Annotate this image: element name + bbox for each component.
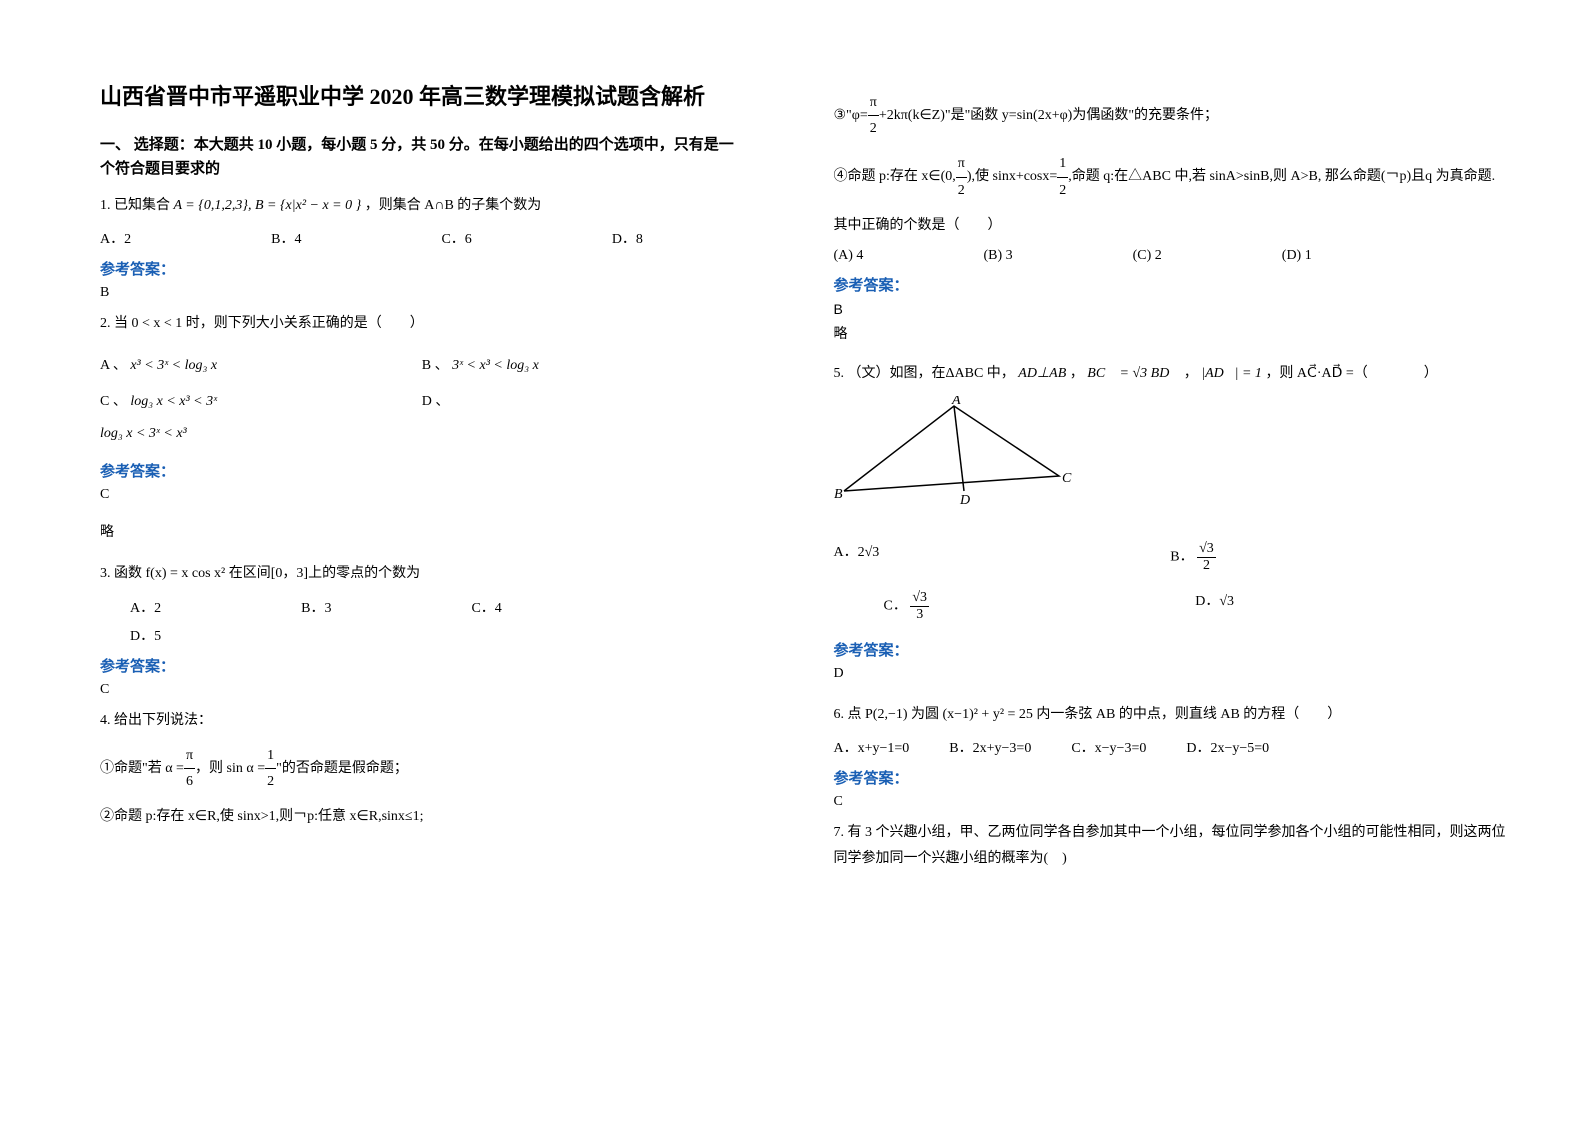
q4-line3: ③"φ=π2+2kπ(k∈Z)"是"函数 y=sin(2x+φ)为偶函数"的充要…	[834, 90, 1508, 141]
q4-frac-pi2: π2	[868, 90, 879, 141]
q3-answer: C	[100, 682, 744, 698]
q5-opt-d: D．√3	[1195, 590, 1507, 623]
q5-opt-b-label: B．	[1170, 550, 1193, 565]
q1-suffix: ，则集合 A∩B 的子集个数为	[365, 198, 542, 213]
question-7: 7. 有 3 个兴趣小组，甲、乙两位同学各自参加其中一个小组，每位同学参加各个小…	[834, 820, 1508, 870]
q1-answer-label: 参考答案：	[100, 258, 744, 279]
q4-frac-12: 12	[265, 743, 276, 794]
q5-f2: BC⃗ = √3 BD⃗	[1087, 366, 1180, 381]
triangle-label-a: A	[951, 396, 961, 408]
q1-opt-d: D．8	[612, 228, 643, 248]
q4-frac-pi2b: π2	[956, 151, 967, 202]
q2-opt-b: 3ˣ < x³ < log₃ x	[452, 358, 539, 373]
q5-triangle-diagram: A B C D	[834, 396, 1508, 511]
q4-frac-12b: 12	[1057, 151, 1068, 202]
section-1-header: 一、 选择题：本大题共 10 小题，每小题 5 分，共 50 分。在每小题给出的…	[100, 133, 744, 181]
triangle-label-c: C	[1062, 471, 1072, 486]
q1-opt-c: C．6	[441, 228, 471, 248]
q4-line4: ④命题 p:存在 x∈(0,π2),使 sinx+cosx=12,命题 q:在△…	[834, 151, 1508, 202]
q2-opt-b-label: B 、	[422, 358, 449, 373]
q4-line1: ①命题"若 α =π6，则 sin α =12"的否命题是假命题；	[100, 743, 744, 794]
q5-answer-label: 参考答案：	[834, 639, 1508, 660]
q1-opt-a: A．2	[100, 228, 131, 248]
q4-correct: 其中正确的个数是（ ）	[834, 213, 1508, 238]
q2-opt-c-label: C 、	[100, 394, 127, 409]
q3-opt-a: A．2	[130, 597, 161, 617]
q1-prefix: 1. 已知集合	[100, 198, 170, 213]
triangle-label-b: B	[834, 487, 843, 502]
q2-opt-a: x³ < 3ˣ < log₃ x	[130, 358, 217, 373]
q4-answer-label: 参考答案：	[834, 274, 1508, 295]
q4-l1-post: "的否命题是假命题；	[276, 761, 408, 776]
q2-note: 略	[100, 521, 744, 541]
q3-text: 3. 函数 f(x) = x cos x² 在区间[0，3]上的零点的个数为	[100, 566, 420, 581]
q6-options: A．x+y−1=0 B．2x+y−3=0 C．x−y−3=0 D．2x−y−5=…	[834, 737, 1508, 757]
q3-options: A．2 B．3 C．4	[100, 597, 744, 617]
q5-sep2: ，	[1184, 366, 1198, 381]
question-4: 4. 给出下列说法：	[100, 708, 744, 733]
q3-opt-b: B．3	[301, 597, 331, 617]
q4-frac-pi6: π6	[184, 743, 195, 794]
q5-opts-row1: A．2√3 B． √32	[834, 541, 1508, 574]
q5-opts-row2: C． √33 D．√3	[834, 590, 1508, 623]
q5-f1: AD⊥AB	[1018, 366, 1066, 381]
q5-opt-b-frac: √32	[1197, 541, 1216, 574]
q4-l3-post: +2kπ(k∈Z)"是"函数 y=sin(2x+φ)为偶函数"的充要条件；	[879, 108, 1218, 123]
q2-text: 2. 当 0 < x < 1 时，则下列大小关系正确的是（ ）	[100, 316, 424, 331]
question-6: 6. 点 P(2,−1) 为圆 (x−1)² + y² = 25 内一条弦 AB…	[834, 702, 1508, 727]
q4-opt-b: (B) 3	[983, 248, 1012, 264]
question-2: 2. 当 0 < x < 1 时，则下列大小关系正确的是（ ）	[100, 311, 744, 336]
q2-answer: C	[100, 487, 744, 503]
q5-f3: |AD⃗| = 1	[1201, 366, 1262, 381]
q4-l1-pre: ①命题"若 α =	[100, 761, 184, 776]
q5-opt-c: C． √33	[834, 590, 1196, 623]
question-5: 5. （文）如图，在ΔABC 中， AD⊥AB ， BC⃗ = √3 BD⃗ ，…	[834, 361, 1508, 386]
q4-l4-post: ,命题 q:在△ABC 中,若 sinA>sinB,则 A>B, 那么命题(￢p…	[1068, 169, 1495, 184]
q6-answer: C	[834, 794, 1508, 810]
q1-options: A．2 B．4 C．6 D．8	[100, 228, 744, 248]
q6-opt-a: A．x+y−1=0	[834, 737, 910, 757]
q4-options: (A) 4 (B) 3 (C) 2 (D) 1	[834, 248, 1508, 264]
q4-l4-pre: ④命题 p:存在 x∈(0,	[834, 169, 956, 184]
q5-post: ，则 AC⃗·AD⃗ =（ ）	[1265, 366, 1437, 381]
q2-opt-c: log₃ x < x³ < 3ˣ	[130, 394, 217, 409]
q2-options: A 、 x³ < 3ˣ < log₃ x B 、 3ˣ < x³ < log₃ …	[100, 354, 744, 442]
q1-opt-b: B．4	[271, 228, 301, 248]
q5-opt-c-frac: √33	[910, 590, 929, 623]
q5-opt-a: A．2√3	[834, 541, 1171, 574]
q4-line2: ②命题 p:存在 x∈R,使 sinx>1,则￢p:任意 x∈R,sinx≤1;	[100, 804, 744, 829]
question-1: 1. 已知集合 A = {0,1,2,3}, B = {x|x² − x = 0…	[100, 193, 744, 218]
left-column: 山西省晋中市平遥职业中学 2020 年高三数学理模拟试题含解析 一、 选择题：本…	[0, 0, 794, 1122]
q3-opt-d: D．5	[100, 625, 744, 645]
q5-sep1: ，	[1070, 366, 1084, 381]
question-3: 3. 函数 f(x) = x cos x² 在区间[0，3]上的零点的个数为	[100, 561, 744, 586]
q5-answer: D	[834, 666, 1508, 682]
q2-opt-a-label: A 、	[100, 358, 127, 373]
q4-note: 略	[834, 323, 1508, 343]
q1-answer: B	[100, 285, 744, 301]
q4-l4-mid: ),使 sinx+cosx=	[967, 169, 1057, 184]
exam-title: 山西省晋中市平遥职业中学 2020 年高三数学理模拟试题含解析	[100, 80, 744, 113]
q6-answer-label: 参考答案：	[834, 767, 1508, 788]
q2-answer-label: 参考答案：	[100, 460, 744, 481]
right-column: ③"φ=π2+2kπ(k∈Z)"是"函数 y=sin(2x+φ)为偶函数"的充要…	[794, 0, 1587, 1122]
q5-opt-c-label: C．	[884, 599, 907, 614]
q3-answer-label: 参考答案：	[100, 655, 744, 676]
q6-opt-c: C．x−y−3=0	[1071, 737, 1146, 757]
q5-opt-b: B． √32	[1170, 541, 1507, 574]
q6-opt-b: B．2x+y−3=0	[949, 737, 1031, 757]
q3-opt-c: C．4	[471, 597, 501, 617]
q2-opt-d-label: D 、	[422, 394, 450, 409]
q1-sets: A = {0,1,2,3}, B = {x|x² − x = 0 }	[174, 198, 362, 213]
q2-opt-d: log₃ x < 3ˣ < x³	[100, 426, 744, 442]
q4-opt-c: (C) 2	[1133, 248, 1162, 264]
q4-opt-d: (D) 1	[1282, 248, 1312, 264]
q4-answer: B	[834, 301, 1508, 317]
triangle-label-d: D	[959, 493, 970, 506]
q4-l3-pre: ③"φ=	[834, 108, 868, 123]
q6-opt-d: D．2x−y−5=0	[1186, 737, 1269, 757]
q4-l1-mid: ，则 sin α =	[195, 761, 265, 776]
q4-opt-a: (A) 4	[834, 248, 864, 264]
q5-pre: 5. （文）如图，在ΔABC 中，	[834, 366, 1015, 381]
